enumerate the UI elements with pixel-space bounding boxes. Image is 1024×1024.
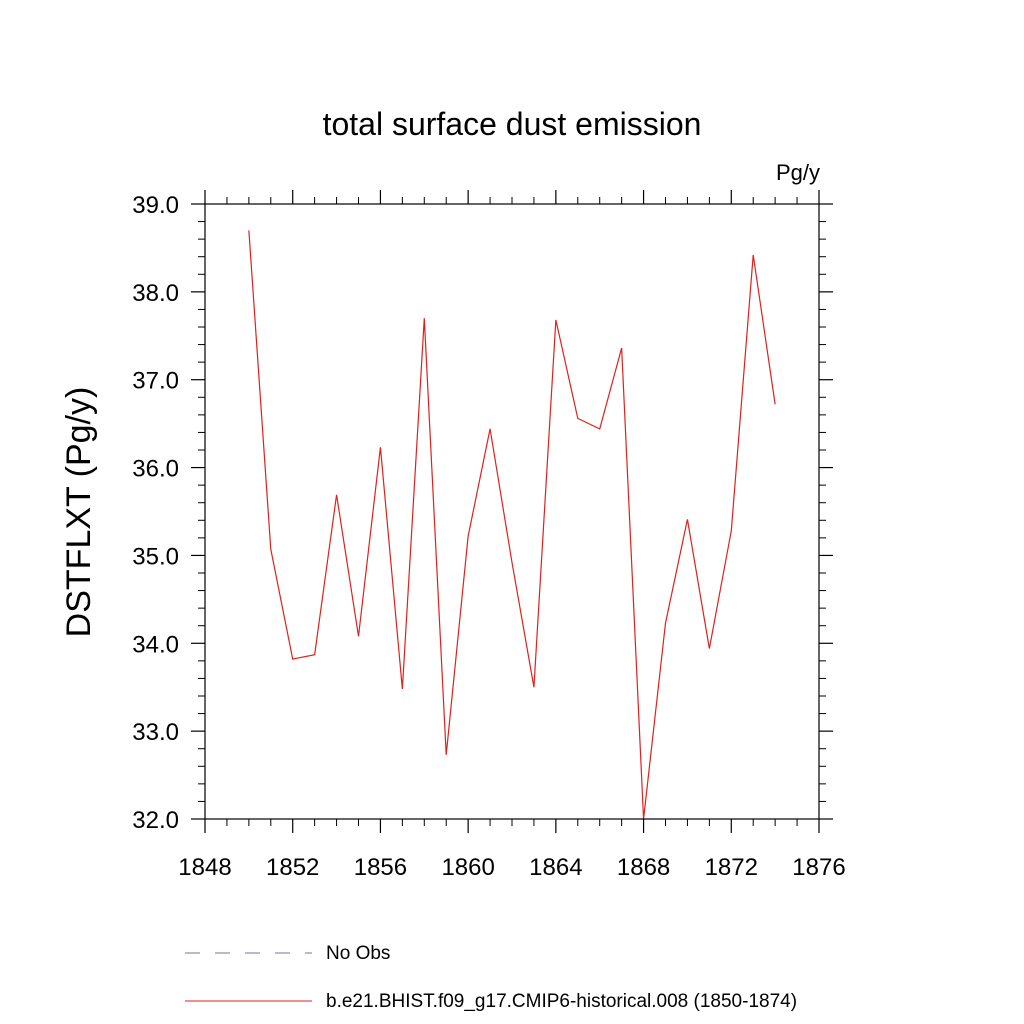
y-tick-label-33.0: 33.0: [132, 719, 179, 746]
series-line-0: [248, 230, 776, 820]
x-tick-label-1864: 1864: [529, 854, 582, 881]
y-tick-label-39.0: 39.0: [132, 192, 179, 219]
chart-title: total surface dust emission: [323, 106, 702, 142]
legend-label-model: b.e21.BHIST.f09_g17.CMIP6-historical.008…: [326, 991, 797, 1012]
x-tick-label-1852: 1852: [266, 854, 319, 881]
y-tick-label-32.0: 32.0: [132, 807, 179, 834]
x-tick-label-1856: 1856: [354, 854, 407, 881]
x-tick-label-1860: 1860: [441, 854, 494, 881]
legend-label-no-obs: No Obs: [326, 943, 390, 964]
y-tick-label-37.0: 37.0: [132, 368, 179, 395]
plot-frame: [204, 203, 820, 820]
y-axis-label: DSTFLXT (Pg/y): [60, 387, 98, 638]
y-tick-label-38.0: 38.0: [132, 280, 179, 307]
y-tick-label-35.0: 35.0: [132, 543, 179, 570]
x-tick-label-1876: 1876: [792, 854, 845, 881]
y-tick-label-36.0: 36.0: [132, 456, 179, 483]
x-tick-label-1848: 1848: [178, 854, 231, 881]
units-label: Pg/y: [776, 160, 820, 185]
x-tick-label-1868: 1868: [617, 854, 670, 881]
y-tick-label-34.0: 34.0: [132, 631, 179, 658]
ticks-layer: 1848 1852 1856 1860 1864 1868 1872 1876 32.0 33.0…: [132, 190, 846, 881]
series-layer: [248, 230, 776, 820]
x-tick-label-1872: 1872: [705, 854, 758, 881]
legend: No Obs b.e21.BHIST.f09_g17.CMIP6-histori…: [185, 943, 797, 1012]
